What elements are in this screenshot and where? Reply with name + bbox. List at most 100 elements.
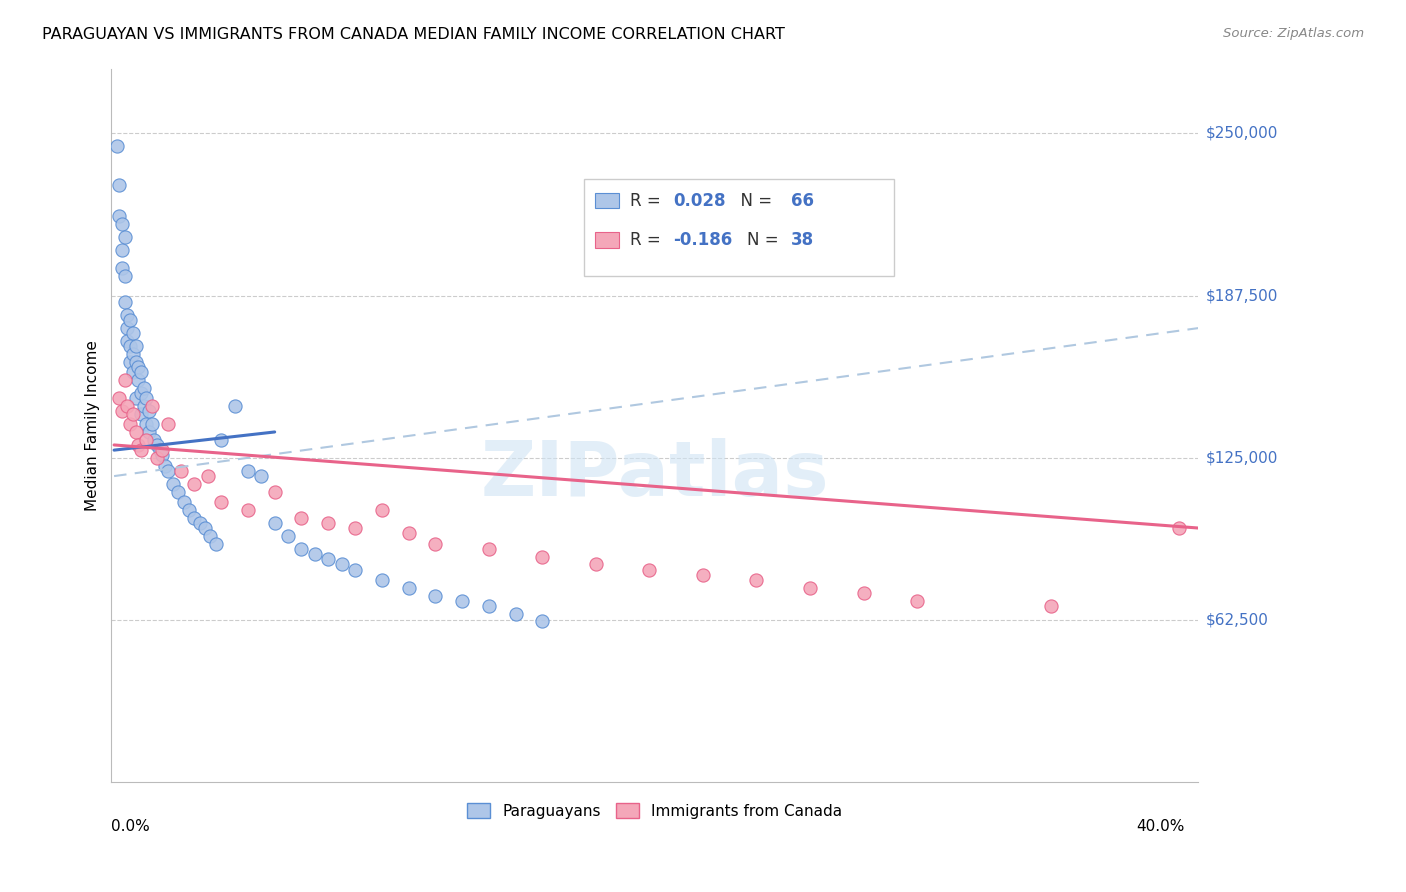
Point [304,547,326,561]
Point [183,510,205,524]
Point [135,391,157,405]
Point [343,521,366,535]
Legend: Paraguayans, Immigrants from Canada: Paraguayans, Immigrants from Canada [461,797,848,825]
Point [371,503,394,517]
Point [135,433,157,447]
Point [156,464,179,478]
Point [1168,521,1191,535]
Point [197,469,219,483]
Point [111,217,134,231]
Point [117,334,139,348]
Point [183,476,205,491]
Point [638,563,661,577]
Point [132,399,155,413]
Point [692,567,714,582]
Point [146,450,169,465]
Point [852,586,875,600]
Point [149,443,172,458]
Point [585,558,607,572]
Text: $62,500: $62,500 [1206,613,1270,628]
Point [114,269,136,284]
Point [127,360,149,375]
Point [277,529,299,543]
Point [398,581,420,595]
Point [132,381,155,395]
Point [177,503,200,517]
Point [143,433,166,447]
Point [451,593,474,607]
Text: $187,500: $187,500 [1206,288,1278,303]
Point [111,261,134,276]
Point [236,464,259,478]
Point [200,529,222,543]
Point [141,417,163,432]
Text: N =: N = [747,231,785,249]
Point [194,521,217,535]
Point [117,308,139,322]
Point [263,516,285,530]
Point [135,417,157,432]
Point [173,495,195,509]
Point [425,589,447,603]
Point [398,526,420,541]
Point [478,541,501,556]
Point [745,573,768,587]
FancyBboxPatch shape [583,179,894,276]
Point [505,607,527,621]
Text: 0.0%: 0.0% [111,819,150,834]
Point [129,407,152,421]
Point [138,404,160,418]
Point [188,516,211,530]
Bar [595,193,619,209]
Text: $250,000: $250,000 [1206,126,1278,141]
Text: PARAGUAYAN VS IMMIGRANTS FROM CANADA MEDIAN FAMILY INCOME CORRELATION CHART: PARAGUAYAN VS IMMIGRANTS FROM CANADA MED… [42,27,785,42]
Point [127,438,149,452]
Text: Source: ZipAtlas.com: Source: ZipAtlas.com [1223,27,1364,40]
Point [531,549,554,564]
Point [905,593,928,607]
Point [343,563,366,577]
Point [129,365,152,379]
Point [121,365,143,379]
Point [120,355,142,369]
Point [120,339,142,353]
Point [156,417,179,432]
Point [141,399,163,413]
Point [117,321,139,335]
Point [124,355,146,369]
Point [330,558,353,572]
Text: -0.186: -0.186 [673,231,733,249]
Point [124,391,146,405]
Point [108,210,131,224]
Point [425,536,447,550]
Point [127,373,149,387]
Point [250,469,273,483]
Point [111,244,134,258]
Point [371,573,394,587]
Point [121,347,143,361]
Point [138,425,160,439]
Point [531,615,554,629]
Point [236,503,259,517]
Point [120,313,142,327]
Point [224,399,246,413]
Point [108,391,131,405]
Text: R =: R = [630,192,666,210]
Point [1039,599,1062,613]
Point [316,516,339,530]
Text: $125,000: $125,000 [1206,450,1278,466]
Point [120,417,142,432]
Point [108,178,131,193]
Point [204,536,226,550]
Point [150,443,173,458]
Point [478,599,501,613]
Point [167,484,190,499]
Point [150,448,173,462]
Bar [595,232,619,248]
Point [263,484,285,499]
Point [153,458,176,473]
Point [290,510,312,524]
Point [124,339,146,353]
Point [316,552,339,566]
Point [799,581,821,595]
